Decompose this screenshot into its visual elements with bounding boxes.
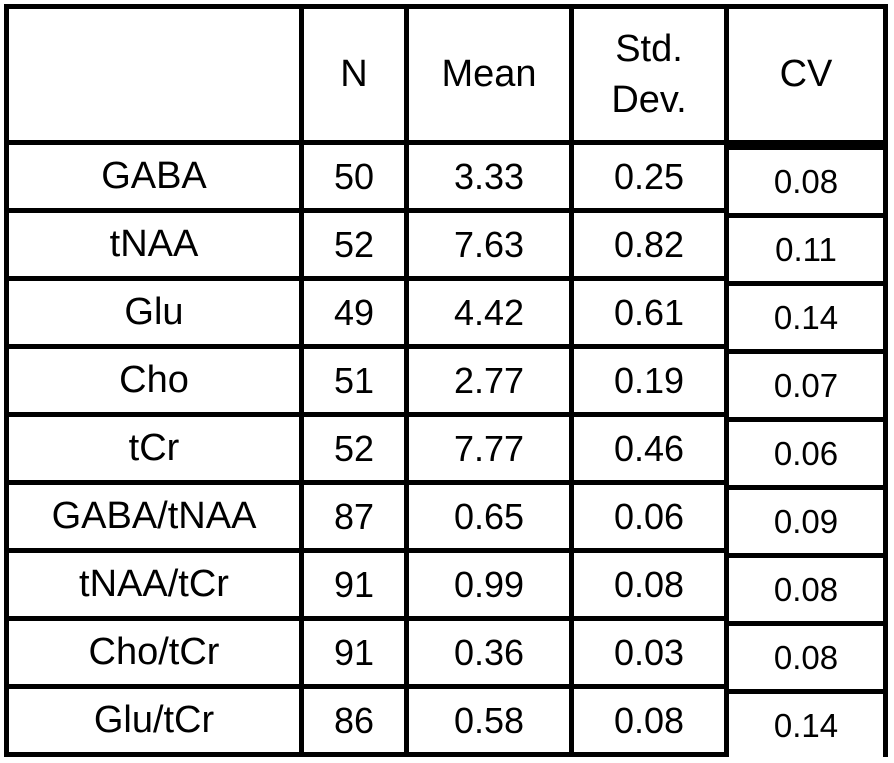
col-header-cv: CV bbox=[729, 9, 883, 140]
cell-gaba-sd: 0.25 bbox=[574, 145, 724, 208]
cell-tnaa-n: 52 bbox=[304, 213, 404, 276]
cell-tnaa-tcr-n: 91 bbox=[304, 553, 404, 616]
cell-tcr-mean: 7.77 bbox=[409, 417, 569, 480]
cell-glu-tcr-sd: 0.08 bbox=[574, 689, 724, 752]
cell-glu-n: 49 bbox=[304, 281, 404, 344]
row-label-cho: Cho bbox=[9, 349, 299, 412]
cell-tcr-cv: 0.06 bbox=[729, 422, 883, 485]
col-header-std-dev: Std. Dev. bbox=[574, 9, 724, 140]
row-label-tnaa: tNAA bbox=[9, 213, 299, 276]
row-label-tcr: tCr bbox=[9, 417, 299, 480]
cell-gaba-tnaa-cv: 0.09 bbox=[729, 490, 883, 553]
cell-cho-tcr-cv: 0.08 bbox=[729, 626, 883, 689]
cell-glu-sd: 0.61 bbox=[574, 281, 724, 344]
cell-glu-mean: 4.42 bbox=[409, 281, 569, 344]
cell-cho-tcr-mean: 0.36 bbox=[409, 621, 569, 684]
col-header-n: N bbox=[304, 9, 404, 140]
cell-tnaa-cv: 0.11 bbox=[729, 218, 883, 281]
cell-gaba-n: 50 bbox=[304, 145, 404, 208]
cell-cho-n: 51 bbox=[304, 349, 404, 412]
row-label-glu: Glu bbox=[9, 281, 299, 344]
row-label-glu-tcr: Glu/tCr bbox=[9, 689, 299, 752]
cell-gaba-tnaa-mean: 0.65 bbox=[409, 485, 569, 548]
metabolite-stats-table: N Mean Std. Dev. CV GABA 50 3.33 0.25 0.… bbox=[4, 4, 888, 757]
cell-gaba-tnaa-n: 87 bbox=[304, 485, 404, 548]
col-header-mean: Mean bbox=[409, 9, 569, 140]
cell-cho-sd: 0.19 bbox=[574, 349, 724, 412]
cell-gaba-cv: 0.08 bbox=[729, 150, 883, 213]
cell-tnaa-tcr-mean: 0.99 bbox=[409, 553, 569, 616]
cell-tnaa-mean: 7.63 bbox=[409, 213, 569, 276]
row-label-gaba-tnaa: GABA/tNAA bbox=[9, 485, 299, 548]
col-header-empty bbox=[9, 9, 299, 140]
row-label-tnaa-tcr: tNAA/tCr bbox=[9, 553, 299, 616]
cell-glu-tcr-n: 86 bbox=[304, 689, 404, 752]
cell-tnaa-sd: 0.82 bbox=[574, 213, 724, 276]
cell-gaba-mean: 3.33 bbox=[409, 145, 569, 208]
cell-glu-tcr-cv: 0.14 bbox=[729, 694, 883, 757]
cell-tcr-sd: 0.46 bbox=[574, 417, 724, 480]
cell-cho-tcr-n: 91 bbox=[304, 621, 404, 684]
row-label-gaba: GABA bbox=[9, 145, 299, 208]
cell-glu-tcr-mean: 0.58 bbox=[409, 689, 569, 752]
cell-cho-mean: 2.77 bbox=[409, 349, 569, 412]
cell-tcr-n: 52 bbox=[304, 417, 404, 480]
cell-cho-tcr-sd: 0.03 bbox=[574, 621, 724, 684]
cell-tnaa-tcr-cv: 0.08 bbox=[729, 558, 883, 621]
row-label-cho-tcr: Cho/tCr bbox=[9, 621, 299, 684]
cell-tnaa-tcr-sd: 0.08 bbox=[574, 553, 724, 616]
cell-glu-cv: 0.14 bbox=[729, 286, 883, 349]
cell-cho-cv: 0.07 bbox=[729, 354, 883, 417]
cell-gaba-tnaa-sd: 0.06 bbox=[574, 485, 724, 548]
